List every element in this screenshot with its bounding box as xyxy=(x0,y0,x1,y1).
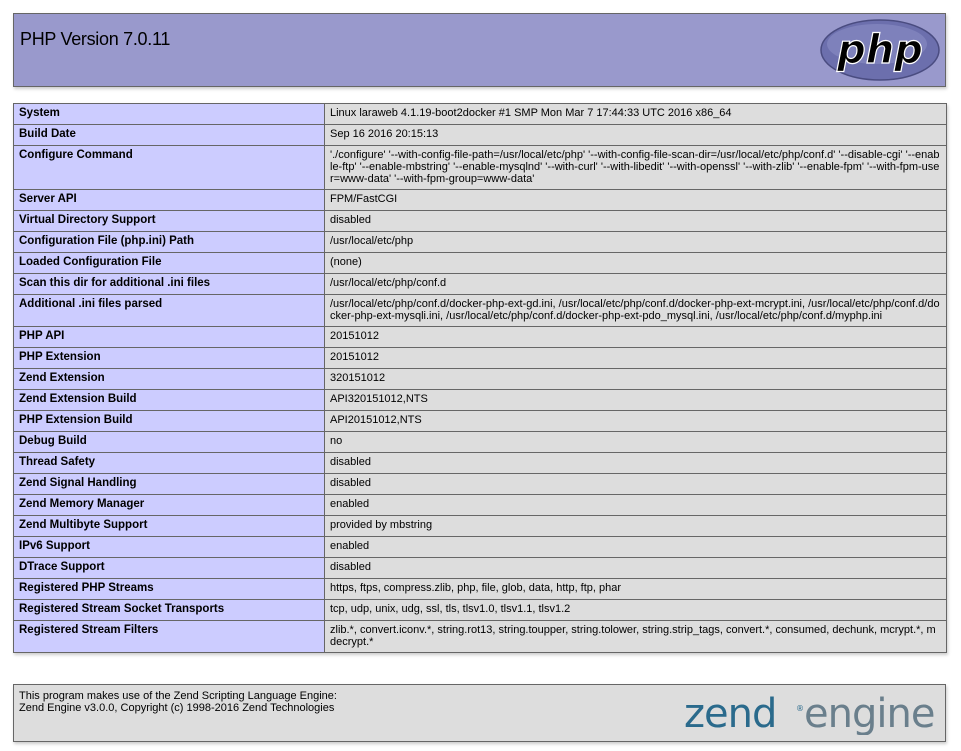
row-value: (none) xyxy=(324,252,947,274)
row-label: Zend Extension xyxy=(13,368,325,390)
row-value: enabled xyxy=(324,536,947,558)
row-value: disabled xyxy=(324,452,947,474)
footer-line-1: This program makes use of the Zend Scrip… xyxy=(19,690,337,702)
page-header: PHP Version 7.0.11 php xyxy=(13,13,946,87)
svg-text:zend: zend xyxy=(684,691,776,735)
row-label: Registered Stream Filters xyxy=(13,620,325,653)
row-value: 320151012 xyxy=(324,368,947,390)
footer-line-2: Zend Engine v3.0.0, Copyright (c) 1998-2… xyxy=(19,702,335,714)
table-row: Scan this dir for additional .ini files /… xyxy=(13,273,947,295)
row-label: Virtual Directory Support xyxy=(13,210,325,232)
row-label: Build Date xyxy=(13,124,325,146)
table-row: Loaded Configuration File (none) xyxy=(13,252,947,274)
table-row: Thread Safety disabled xyxy=(13,452,947,474)
row-label: Server API xyxy=(13,189,325,211)
row-value: disabled xyxy=(324,210,947,232)
row-label: Additional .ini files parsed xyxy=(13,294,325,327)
row-value: /usr/local/etc/php/conf.d/docker-php-ext… xyxy=(324,294,947,327)
row-label: Scan this dir for additional .ini files xyxy=(13,273,325,295)
row-label: PHP Extension xyxy=(13,347,325,369)
row-label: Zend Memory Manager xyxy=(13,494,325,516)
row-value: API320151012,NTS xyxy=(324,389,947,411)
table-row: Server API FPM/FastCGI xyxy=(13,189,947,211)
table-row: Configure Command './configure' '--with-c… xyxy=(13,145,947,190)
row-value: './configure' '--with-config-file-path=/… xyxy=(324,145,947,190)
row-value: enabled xyxy=(324,494,947,516)
table-row: Registered Stream Filters zlib.*, convert… xyxy=(13,620,947,653)
row-label: Registered PHP Streams xyxy=(13,578,325,600)
table-row: PHP Extension 20151012 xyxy=(13,347,947,369)
svg-text:®: ® xyxy=(796,704,804,713)
table-row: Zend Extension 320151012 xyxy=(13,368,947,390)
row-value: Linux laraweb 4.1.19-boot2docker #1 SMP … xyxy=(324,103,947,125)
row-label: System xyxy=(13,103,325,125)
table-row: Virtual Directory Support disabled xyxy=(13,210,947,232)
row-label: Registered Stream Socket Transports xyxy=(13,599,325,621)
footer: This program makes use of the Zend Scrip… xyxy=(13,684,946,742)
table-row: DTrace Support disabled xyxy=(13,557,947,579)
row-value: Sep 16 2016 20:15:13 xyxy=(324,124,947,146)
page-title: PHP Version 7.0.11 xyxy=(20,29,171,49)
row-value: no xyxy=(324,431,947,453)
row-value: /usr/local/etc/php xyxy=(324,231,947,253)
row-label: Configure Command xyxy=(13,145,325,190)
table-row: Additional .ini files parsed/usr/local/e… xyxy=(13,294,947,327)
row-label: PHP API xyxy=(13,326,325,348)
row-label: DTrace Support xyxy=(13,557,325,579)
row-label: Loaded Configuration File xyxy=(13,252,325,274)
row-label: Zend Multibyte Support xyxy=(13,515,325,537)
row-label: Zend Signal Handling xyxy=(13,473,325,495)
row-value: 20151012 xyxy=(324,326,947,348)
zend-engine-logo[interactable]: zend ® engine xyxy=(684,689,939,735)
row-label: Zend Extension Build xyxy=(13,389,325,411)
table-row: PHP API 20151012 xyxy=(13,326,947,348)
row-value: API20151012,NTS xyxy=(324,410,947,432)
svg-text:engine: engine xyxy=(804,691,934,735)
table-row: Build Date Sep 16 2016 20:15:13 xyxy=(13,124,947,146)
row-value: /usr/local/etc/php/conf.d xyxy=(324,273,947,295)
row-value: disabled xyxy=(324,557,947,579)
row-value: disabled xyxy=(324,473,947,495)
info-table: System Linux laraweb 4.1.19-boot2docker #… xyxy=(13,103,947,653)
row-value: FPM/FastCGI xyxy=(324,189,947,211)
svg-text:php: php xyxy=(836,27,923,73)
row-value: https, ftps, compress.zlib, php, file, g… xyxy=(324,578,947,600)
row-value: tcp, udp, unix, udg, ssl, tls, tlsv1.0, … xyxy=(324,599,947,621)
row-value: provided by mbstring xyxy=(324,515,947,537)
table-row: Zend Multibyte Support provided by mbstri… xyxy=(13,515,947,537)
row-label: PHP Extension Build xyxy=(13,410,325,432)
table-row: Configuration File (php.ini) Path/usr/lo… xyxy=(13,231,947,253)
table-row: Zend Memory Manager enabled xyxy=(13,494,947,516)
table-row: System Linux laraweb 4.1.19-boot2docker #… xyxy=(13,103,947,125)
table-row: Registered PHP Streams https, ftps, compr… xyxy=(13,578,947,600)
table-row: IPv6 Support enabled xyxy=(13,536,947,558)
php-logo[interactable]: php xyxy=(819,18,941,82)
row-value: zlib.*, convert.iconv.*, string.rot13, s… xyxy=(324,620,947,653)
row-value: 20151012 xyxy=(324,347,947,369)
table-row: Zend Signal Handling disabled xyxy=(13,473,947,495)
row-label: Thread Safety xyxy=(13,452,325,474)
table-row: Debug Build no xyxy=(13,431,947,453)
row-label: Configuration File (php.ini) Path xyxy=(13,231,325,253)
table-row: Zend Extension Build API320151012,NTS xyxy=(13,389,947,411)
table-row: PHP Extension Build API20151012,NTS xyxy=(13,410,947,432)
table-row: Registered Stream Socket Transports tcp, … xyxy=(13,599,947,621)
row-label: IPv6 Support xyxy=(13,536,325,558)
row-label: Debug Build xyxy=(13,431,325,453)
